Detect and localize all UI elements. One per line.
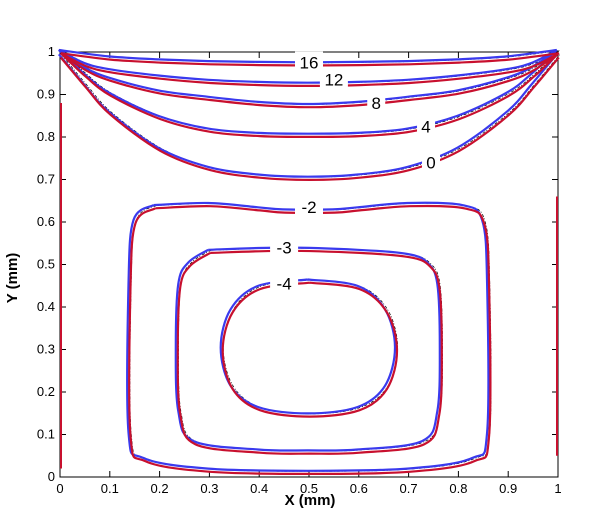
contour-label: 8: [371, 94, 380, 113]
x-tick-label: 1: [554, 481, 561, 496]
y-tick-label: 0.5: [37, 257, 55, 272]
contour-labels: 16 12 8 4 0 -2 -3 -4: [270, 51, 441, 294]
contour-label-bg: [295, 51, 323, 72]
red-contours: [59, 52, 560, 475]
blue-contours: [57, 48, 558, 472]
contour-red-3: [60, 52, 560, 138]
contour-measured-6: [178, 247, 443, 452]
contour-label: -3: [277, 239, 292, 258]
y-tick-label: 0.7: [37, 172, 55, 187]
contour-blue-1: [58, 49, 558, 84]
y-tick-label: 0.9: [37, 87, 55, 102]
tick-labels: 0 0.1 0.2 0.3 0.4 0.5 0.6 0.7 0.8 0.9 1 0 0.1 0.2 0.3 0…: [37, 44, 562, 496]
contour-blue-6: [174, 246, 441, 452]
contour-label-bg: [367, 92, 386, 112]
x-tick-label: 0.3: [200, 481, 218, 496]
x-tick-label: 0.8: [449, 481, 467, 496]
x-axis-title: X (mm): [285, 492, 336, 509]
contour-label: 0: [426, 154, 435, 173]
contour-label-bg: [295, 196, 323, 217]
x-tick-label: 0.9: [499, 481, 517, 496]
x-tick-label: 0.1: [101, 481, 119, 496]
contour-red-7: [221, 281, 399, 418]
contour-red-2: [60, 52, 560, 109]
contour-measured-7: [222, 279, 399, 415]
y-tick-label: 0.3: [37, 342, 55, 357]
contour-label: 4: [421, 117, 430, 136]
y-tick-label: 0: [48, 469, 55, 484]
y-tick-label: 0.2: [37, 384, 55, 399]
y-tick-label: 0.1: [37, 427, 55, 442]
contour-blue-3: [58, 49, 558, 135]
x-tick-label: 0.6: [350, 481, 368, 496]
x-tick-label: 0: [56, 481, 63, 496]
contour-measured-4: [61, 54, 560, 178]
contour-label-bg: [422, 151, 441, 172]
y-axis-title: Y (mm): [4, 253, 21, 304]
contour-label: -4: [277, 275, 292, 294]
contour-label: 16: [300, 54, 319, 73]
y-tick-label: 0.6: [37, 214, 55, 229]
y-tick-label: 0.8: [37, 129, 55, 144]
contour-label-bg: [319, 68, 348, 89]
contour-label: 12: [324, 71, 343, 90]
contour-label-bg: [270, 272, 299, 293]
contour-label-bg: [417, 115, 436, 136]
contour-red-1: [60, 52, 560, 88]
x-tick-label: 0.2: [151, 481, 169, 496]
contour-label-bg: [270, 236, 299, 257]
contour-blue-7: [219, 278, 397, 415]
measured-contours: [61, 50, 560, 472]
contour-label: -2: [301, 198, 316, 217]
x-tick-label: 0.7: [400, 481, 418, 496]
contour-red-4: [59, 56, 560, 182]
y-tick-label: 1: [48, 44, 55, 59]
contour-blue-2: [58, 49, 558, 106]
x-tick-label: 0.4: [250, 481, 268, 496]
x-tick-label: 0.5: [300, 481, 318, 496]
contour-red-6: [176, 249, 443, 455]
y-tick-label: 0.4: [37, 299, 55, 314]
